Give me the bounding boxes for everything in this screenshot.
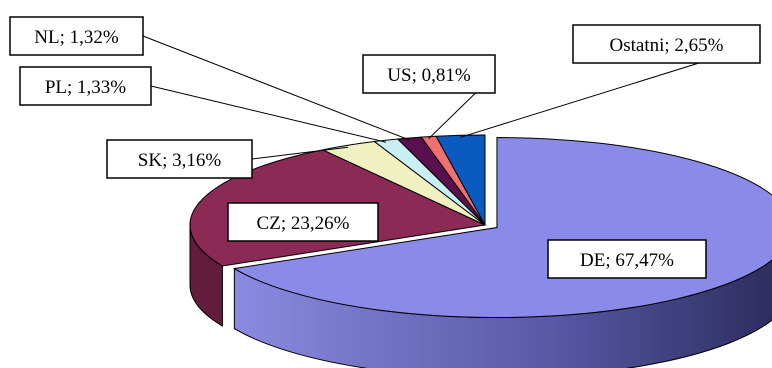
data-label-box (9, 16, 144, 56)
data-label-de: DE; 67,47% (547, 239, 707, 279)
data-label-text: US; 0,81% (387, 65, 471, 86)
data-label-ostatni: Ostatni; 2,65% (572, 24, 761, 64)
data-label-text: DE; 67,47% (580, 250, 674, 271)
data-label-sk: SK; 3,16% (106, 139, 253, 179)
data-label-box (362, 54, 496, 94)
data-label-text: Ostatni; 2,65% (610, 35, 724, 56)
data-label-text: SK; 3,16% (138, 150, 222, 171)
data-label-cz: CZ; 23,26% (227, 202, 379, 242)
data-label-nl: NL; 1,32% (9, 16, 144, 56)
data-label-text: PL; 1,33% (45, 77, 126, 98)
data-label-box (547, 239, 707, 279)
leader-line-nl (142, 35, 410, 141)
data-label-box (572, 24, 761, 64)
data-label-text: CZ; 23,26% (257, 213, 350, 234)
data-label-box (106, 139, 253, 179)
data-label-us: US; 0,81% (362, 54, 496, 94)
data-label-box (227, 202, 379, 242)
data-label-text: NL; 1,32% (34, 27, 119, 48)
pie-slice-ostatni (435, 134, 486, 226)
data-label-pl: PL; 1,33% (19, 66, 152, 106)
leader-line-pl (150, 85, 387, 143)
data-labels: DE; 67,47% CZ; 23,26% SK; 3,16% PL; 1,33% NL… (9, 16, 761, 279)
data-label-box (19, 66, 152, 106)
leader-line-sk (251, 146, 349, 160)
